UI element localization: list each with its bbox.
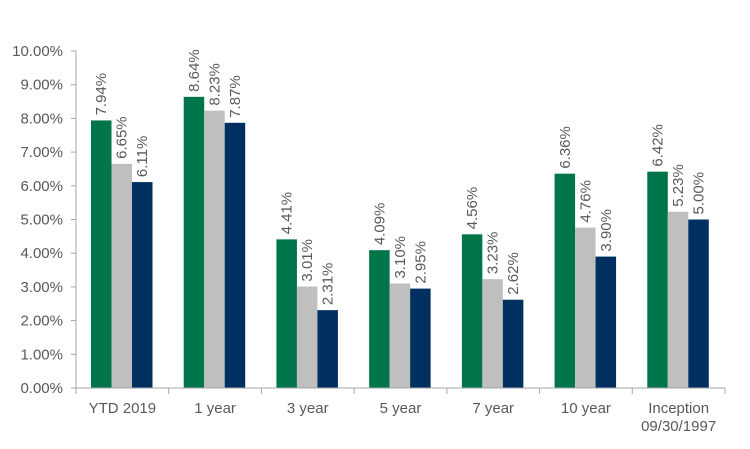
x-category-label: 3 year [287,400,329,417]
data-label: 6.42% [650,124,667,167]
data-label: 3.90% [598,209,615,252]
data-label: 6.65% [114,116,131,159]
bar [132,182,153,388]
bar [461,234,483,388]
bar [595,256,617,388]
data-label: 5.23% [670,164,687,207]
bars-group [91,96,709,389]
y-tick-label: 2.00% [20,313,63,330]
bar [204,110,225,389]
data-label: 6.36% [557,126,574,169]
data-label: 4.76% [577,180,594,223]
bar [389,283,411,388]
bar [296,286,318,388]
y-tick-label: 3.00% [20,279,63,296]
y-tick-label: 1.00% [20,346,63,363]
bar [482,279,503,388]
data-label: 8.64% [186,49,203,92]
y-tick-label: 10.00% [12,43,63,60]
data-label: 4.56% [464,187,481,230]
bar [224,122,246,388]
data-label: 3.23% [485,232,502,275]
bar [91,120,112,388]
x-category-label: 1 year [194,400,236,417]
y-tick-label: 0.00% [20,380,63,397]
y-tick-label: 7.00% [20,144,63,161]
bar [667,211,689,388]
data-label: 2.31% [320,263,337,306]
bar [183,96,205,388]
y-tick-label: 5.00% [20,212,63,229]
y-tick-label: 9.00% [20,77,63,94]
bar [410,288,431,388]
y-tick-label: 6.00% [20,178,63,195]
data-labels-group: 7.94%6.65% 6.11% 8.64% 8.23% 7.87% 4.41%3.01%… [93,49,707,305]
bar [111,163,132,388]
data-label: 8.23% [206,63,223,106]
bar [502,299,524,388]
data-label: 4.09% [371,203,388,246]
bar [317,310,338,388]
bar [575,227,596,388]
y-tick-label: 8.00% [20,110,63,127]
x-category-label: 7 year [472,400,514,417]
data-label: 2.62% [505,252,522,295]
x-category-label: 10 year [561,400,611,417]
data-label: 2.95% [412,241,429,284]
y-tick-label: 4.00% [20,245,63,262]
x-category-label: Inception 09/30/1997 [641,400,716,435]
data-label: 3.10% [392,236,409,279]
data-label: 7.94% [93,73,110,116]
data-label: 5.00% [691,172,708,215]
bar [369,250,390,388]
bar [647,171,668,388]
bar [554,173,576,388]
bar [276,239,297,388]
data-label: 7.87% [227,75,244,118]
data-label: 3.01% [299,239,316,282]
x-category-label: YTD 2019 [89,400,157,417]
y-axis: 0.00% 1.00% 2.00% 3.00% 4.00% 5.00% 6.00% 7.00%… [12,43,77,397]
x-category-label: 5 year [380,400,422,417]
data-label: 6.11% [134,136,151,177]
x-axis: YTD 2019 1 year 3 year 5 year 7 year 10 year I… [75,387,726,435]
data-label: 4.41% [279,192,296,235]
bar [688,219,709,388]
